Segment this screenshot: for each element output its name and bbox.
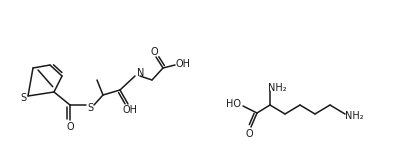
Text: S: S bbox=[87, 103, 93, 113]
Text: NH₂: NH₂ bbox=[344, 111, 362, 121]
Text: N: N bbox=[137, 68, 144, 78]
Text: O: O bbox=[66, 122, 74, 132]
Text: OH: OH bbox=[175, 59, 190, 69]
Text: OH: OH bbox=[122, 105, 137, 115]
Text: S: S bbox=[20, 93, 26, 103]
Text: O: O bbox=[245, 129, 252, 139]
Text: NH₂: NH₂ bbox=[267, 83, 285, 93]
Text: O: O bbox=[150, 47, 157, 57]
Text: HO: HO bbox=[226, 99, 241, 109]
